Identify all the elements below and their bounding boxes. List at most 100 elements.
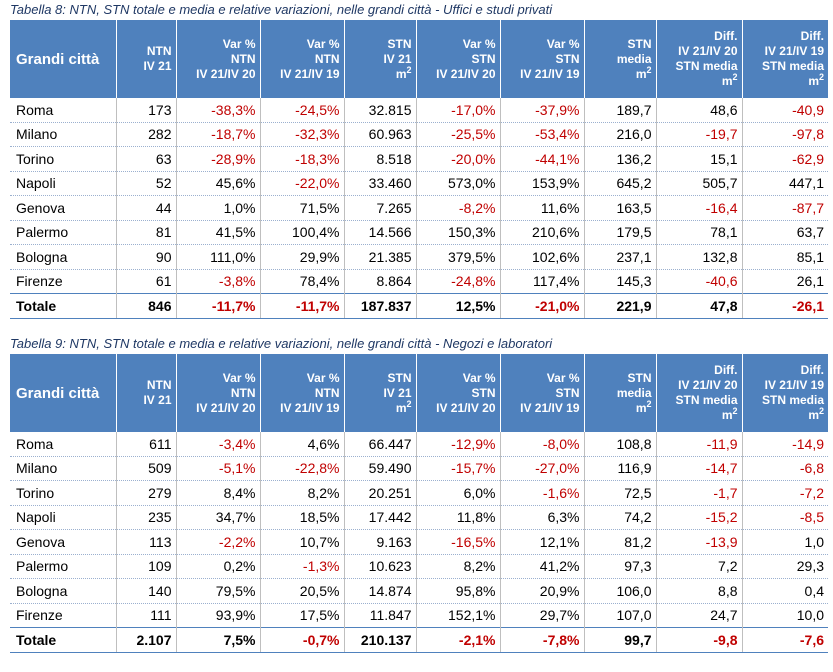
value-cell: 6,3%: [500, 505, 585, 530]
value-cell: 8,2%: [416, 554, 501, 579]
value-cell: 645,2: [584, 171, 657, 196]
value-cell: 111,0%: [176, 244, 261, 270]
table-row: Palermo 109 0,2% -1,3% 10.623 8,2% 41,2% 97,3 7,…: [10, 554, 828, 579]
value-cell: -5,1%: [176, 456, 261, 481]
value-cell: -1,7: [656, 480, 743, 506]
value-cell: 235: [116, 505, 177, 530]
value-cell: 2.107: [116, 627, 177, 653]
value-cell: 63,7: [742, 220, 828, 245]
value-cell: -38,3%: [176, 98, 261, 123]
value-cell: -8,0%: [500, 432, 585, 457]
value-cell: 44: [116, 195, 177, 221]
header-diff-19: Diff. IV 21/IV 19 STN media m2: [742, 20, 828, 98]
value-cell: 99,7: [584, 627, 657, 653]
value-cell: 150,3%: [416, 220, 501, 245]
value-cell: 71,5%: [260, 195, 345, 221]
value-cell: 216,0: [584, 122, 657, 147]
total-row: Totale 846 -11,7% -11,7% 187.837 12,5% -21,0% 2…: [10, 293, 828, 319]
value-cell: -40,9: [742, 98, 828, 123]
value-cell: 15,1: [656, 146, 743, 172]
table-row: Bologna 140 79,5% 20,5% 14.874 95,8% 20,9% 106,…: [10, 578, 828, 604]
value-cell: 72,5: [584, 480, 657, 506]
value-cell: -13,9: [656, 529, 743, 555]
value-cell: -14,9: [742, 432, 828, 457]
table-row: Bologna 90 111,0% 29,9% 21.385 379,5% 102,6% 23…: [10, 244, 828, 270]
value-cell: -16,4: [656, 195, 743, 221]
value-cell: 14.566: [344, 220, 417, 245]
value-cell: -14,7: [656, 456, 743, 481]
value-cell: 611: [116, 432, 177, 457]
table-9: Grandi città NTN IV 21 Var % NTN IV 21/IV 2…: [10, 354, 828, 653]
value-cell: 108,8: [584, 432, 657, 457]
value-cell: -11,7%: [176, 293, 261, 319]
value-cell: 66.447: [344, 432, 417, 457]
table-row: Genova 113 -2,2% 10,7% 9.163 -16,5% 12,1% 81,2-…: [10, 529, 828, 555]
header-stn-media: STN media m2: [584, 20, 657, 98]
header-diff-19: Diff. IV 21/IV 19 STN media m2: [742, 354, 828, 432]
value-cell: -3,8%: [176, 269, 261, 294]
value-cell: 1,0: [742, 529, 828, 555]
value-cell: 12,1%: [500, 529, 585, 555]
header-var-ntn-19: Var % NTN IV 21/IV 19: [260, 20, 345, 98]
value-cell: 20.251: [344, 480, 417, 506]
value-cell: -97,8: [742, 122, 828, 147]
value-cell: -3,4%: [176, 432, 261, 457]
city-cell: Firenze: [10, 603, 117, 628]
value-cell: 11,6%: [500, 195, 585, 221]
document: Tabella 8: NTN, STN totale e media e rel…: [10, 0, 828, 653]
city-cell: Genova: [10, 195, 117, 221]
header-var-stn-19: Var % STN IV 21/IV 19: [500, 20, 585, 98]
value-cell: -18,7%: [176, 122, 261, 147]
value-cell: 93,9%: [176, 603, 261, 628]
table-row: Napoli 235 34,7% 18,5% 17.442 11,8% 6,3% 74,2 -1…: [10, 505, 828, 530]
value-cell: 47,8: [656, 293, 743, 319]
value-cell: 505,7: [656, 171, 743, 196]
value-cell: -12,9%: [416, 432, 501, 457]
value-cell: 52: [116, 171, 177, 196]
city-cell: Genova: [10, 529, 117, 555]
value-cell: 11,8%: [416, 505, 501, 530]
value-cell: -2,1%: [416, 627, 501, 653]
header-var-stn-20: Var % STN IV 21/IV 20: [416, 354, 501, 432]
table-row: Roma 611 -3,4% 4,6% 66.447 -12,9% -8,0% 108,8 -1…: [10, 432, 828, 457]
value-cell: 210,6%: [500, 220, 585, 245]
value-cell: 8,4%: [176, 480, 261, 506]
value-cell: -32,3%: [260, 122, 345, 147]
header-city: Grandi città: [10, 354, 117, 432]
value-cell: 379,5%: [416, 244, 501, 270]
table-row: Firenze 61 -3,8% 78,4% 8.864 -24,8% 117,4% 145,…: [10, 269, 828, 294]
value-cell: 6,0%: [416, 480, 501, 506]
value-cell: -16,5%: [416, 529, 501, 555]
city-cell: Totale: [10, 627, 117, 653]
table-row: Napoli 52 45,6% -22,0% 33.460 573,0% 153,9% 645…: [10, 171, 828, 196]
city-cell: Milano: [10, 456, 117, 481]
value-cell: -25,5%: [416, 122, 501, 147]
value-cell: 4,6%: [260, 432, 345, 457]
value-cell: 90: [116, 244, 177, 270]
value-cell: -1,3%: [260, 554, 345, 579]
value-cell: -22,8%: [260, 456, 345, 481]
table-row: Genova 44 1,0% 71,5% 7.265 -8,2% 11,6% 163,5 -16…: [10, 195, 828, 221]
city-cell: Torino: [10, 146, 117, 172]
value-cell: -26,1: [742, 293, 828, 319]
value-cell: -15,7%: [416, 456, 501, 481]
value-cell: -44,1%: [500, 146, 585, 172]
value-cell: 21.385: [344, 244, 417, 270]
header-var-ntn-20: Var % NTN IV 21/IV 20: [176, 354, 261, 432]
value-cell: 111: [116, 603, 177, 628]
value-cell: 152,1%: [416, 603, 501, 628]
value-cell: 26,1: [742, 269, 828, 294]
value-cell: 145,3: [584, 269, 657, 294]
header-diff-20: Diff. IV 21/IV 20 STN media m2: [656, 20, 743, 98]
value-cell: 106,0: [584, 578, 657, 604]
value-cell: 173: [116, 98, 177, 123]
table-row: Palermo 81 41,5% 100,4% 14.566 150,3% 210,6% 17…: [10, 220, 828, 245]
value-cell: 136,2: [584, 146, 657, 172]
value-cell: 0,2%: [176, 554, 261, 579]
value-cell: -0,7%: [260, 627, 345, 653]
value-cell: 447,1: [742, 171, 828, 196]
value-cell: 140: [116, 578, 177, 604]
value-cell: 282: [116, 122, 177, 147]
value-cell: 0,4: [742, 578, 828, 604]
city-cell: Firenze: [10, 269, 117, 294]
